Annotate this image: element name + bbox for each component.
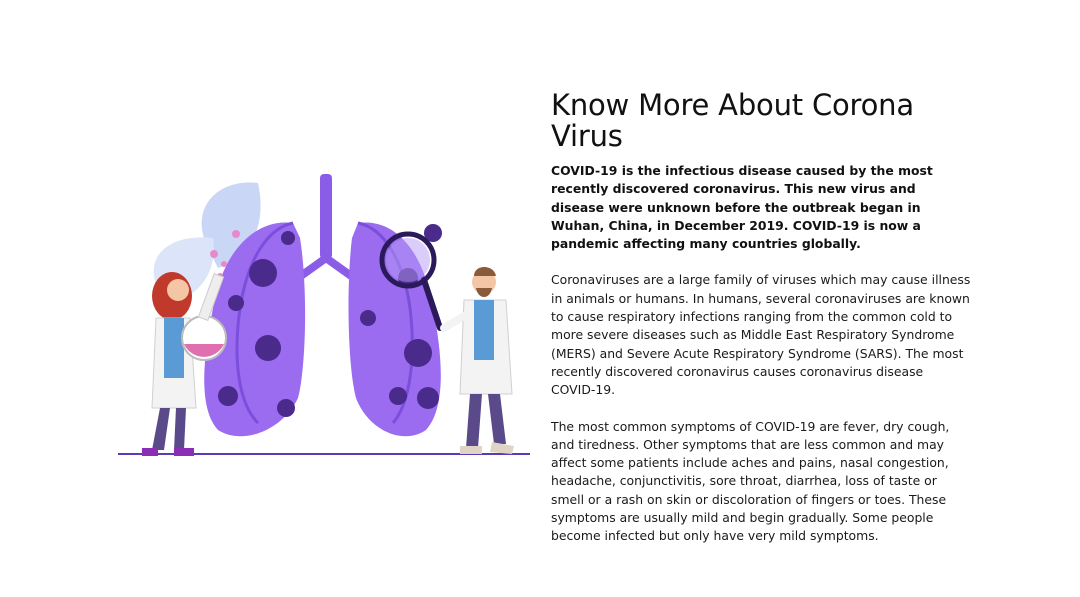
lead-paragraph: COVID-19 is the infectious disease cause… bbox=[551, 163, 933, 252]
lungs-illustration bbox=[118, 168, 530, 464]
body-paragraph: Coronaviruses are a large family of viru… bbox=[551, 272, 971, 398]
info-section: Know More About Corona Virus COVID-19 is… bbox=[551, 90, 971, 564]
body-paragraph: The most common symptoms of COVID-19 are… bbox=[551, 418, 950, 544]
section-title: Know More About Corona Virus bbox=[551, 88, 914, 153]
lungs-with-doctors-icon bbox=[118, 174, 530, 456]
